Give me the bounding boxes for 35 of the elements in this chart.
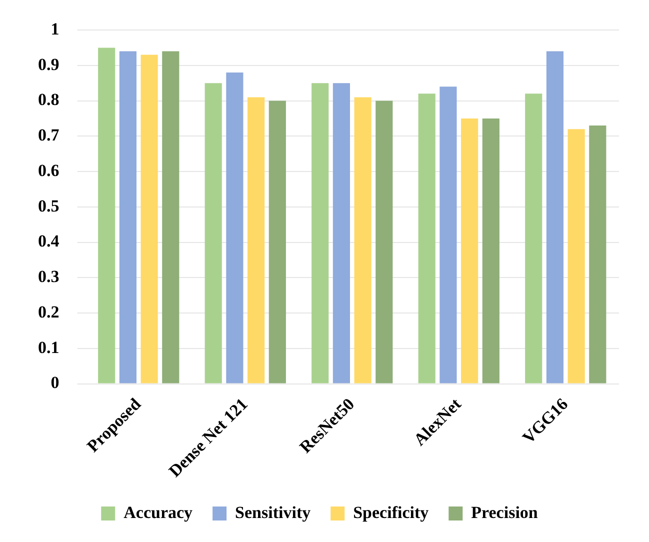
y-tick-label: 0.7 — [38, 126, 60, 145]
bar — [268, 100, 286, 384]
bar — [546, 51, 564, 384]
bar — [119, 51, 136, 384]
bar — [461, 118, 478, 384]
y-tick-label: 0.2 — [38, 302, 60, 322]
bar — [354, 97, 372, 384]
bar — [568, 129, 585, 384]
y-tick-label: 0 — [50, 373, 60, 392]
bar — [248, 97, 265, 384]
bar — [589, 126, 606, 384]
bar — [162, 51, 180, 384]
bar — [376, 100, 393, 384]
bar — [140, 54, 158, 384]
bar — [98, 48, 116, 384]
bar — [312, 83, 329, 384]
y-tick-label: 0.4 — [38, 232, 60, 251]
y-tick-label: 0.3 — [38, 267, 60, 286]
y-tick-label: 0.1 — [38, 338, 60, 357]
bar — [418, 94, 436, 384]
legend-label: Specificity — [353, 502, 430, 522]
y-tick-label: 0.9 — [38, 54, 60, 74]
y-tick-label: 0.5 — [38, 196, 60, 216]
legend-label: Precision — [471, 502, 538, 522]
legend-label: Accuracy — [124, 502, 194, 522]
bar — [226, 72, 244, 384]
bar — [482, 118, 500, 384]
y-tick-label: 0.8 — [38, 90, 60, 110]
bar — [525, 94, 542, 384]
y-tick-label: 0.6 — [38, 160, 60, 180]
bar — [204, 83, 222, 384]
legend-label: Sensitivity — [235, 502, 312, 522]
y-tick-label: 1 — [50, 19, 60, 38]
bar — [440, 86, 457, 384]
bar — [332, 83, 350, 384]
